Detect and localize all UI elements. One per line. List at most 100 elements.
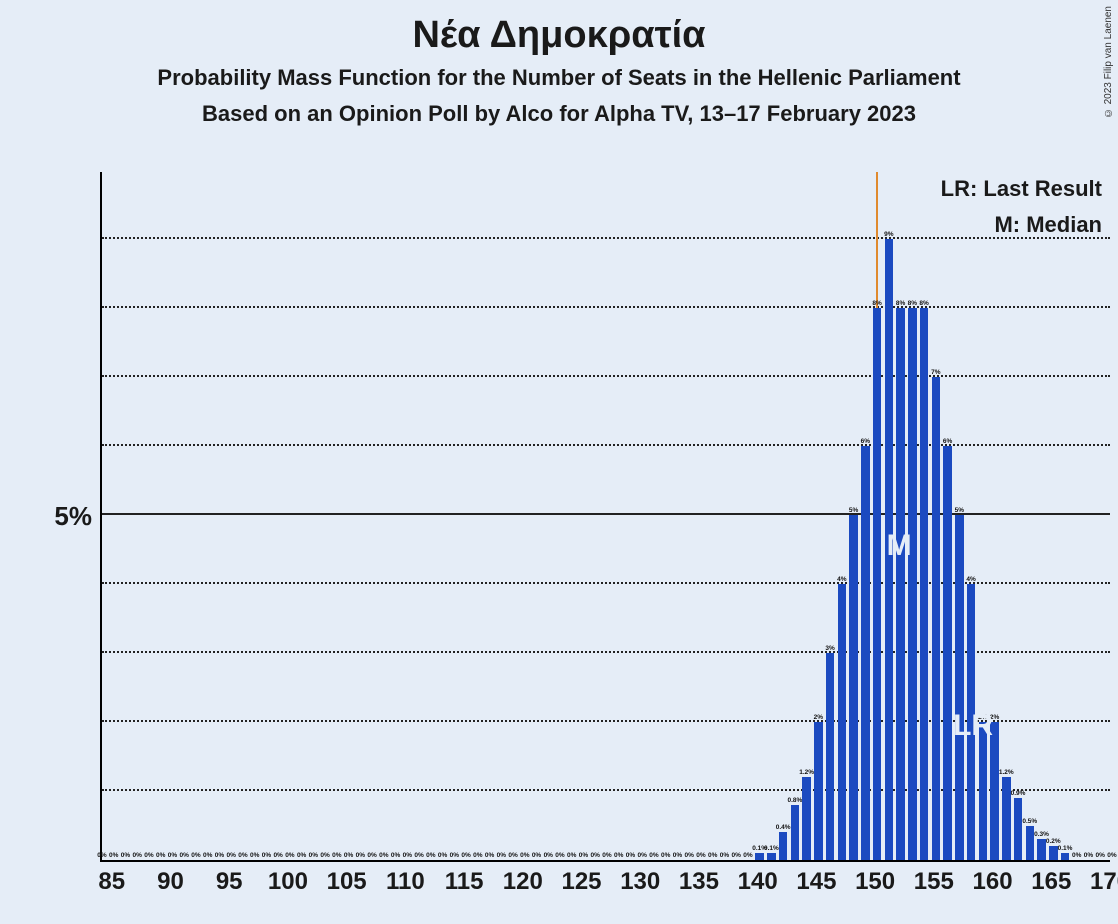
bar: 2% (814, 722, 822, 860)
bar: 0.1% (767, 853, 775, 860)
bar-value-label: 0% (708, 852, 717, 859)
bar-value-label: 0% (215, 852, 224, 859)
x-tick-label: 140 (738, 868, 778, 896)
bar-value-label: 2% (814, 714, 823, 721)
bar-value-label: 7% (931, 369, 940, 376)
bar-value-label: 0% (273, 852, 282, 859)
chart-source: Based on an Opinion Poll by Alco for Alp… (0, 101, 1118, 127)
bar: 3% (826, 653, 834, 860)
legend-last-result: LR: Last Result (941, 176, 1102, 202)
bar-value-label: 0% (426, 852, 435, 859)
bar-value-label: 0.5% (1022, 818, 1037, 825)
bar-value-label: 0% (673, 852, 682, 859)
bar-value-label: 0% (297, 852, 306, 859)
x-tick-label: 95 (216, 868, 243, 896)
bar-value-label: 0.1% (764, 845, 779, 852)
bar-value-label: 0% (367, 852, 376, 859)
chart-area: 5% LR: Last Result M: Median 0%0%0%0%0%0… (30, 172, 1110, 892)
bar-value-label: 0% (743, 852, 752, 859)
bar: 4% (838, 584, 846, 860)
bar-value-label: 0% (579, 852, 588, 859)
y-axis-label-5pct: 5% (30, 501, 92, 532)
bar-value-label: 3% (825, 645, 834, 652)
bar-value-label: 0% (497, 852, 506, 859)
bar-value-label: 0% (203, 852, 212, 859)
x-tick-label: 145 (796, 868, 836, 896)
bar-value-label: 0.4% (776, 824, 791, 831)
bar-value-label: 0% (109, 852, 118, 859)
bar-value-label: 8% (908, 300, 917, 307)
bar-value-label: 0% (179, 852, 188, 859)
bar-value-label: 0% (1072, 852, 1081, 859)
gridline (102, 306, 1110, 308)
x-tick-label: 165 (1031, 868, 1071, 896)
bar-value-label: 0% (649, 852, 658, 859)
bar-value-label: 0% (238, 852, 247, 859)
bar-value-label: 0% (638, 852, 647, 859)
bar: 0.1% (755, 853, 763, 860)
bar: 5% (849, 515, 857, 860)
bar-value-label: 0% (344, 852, 353, 859)
chart-title: Νέα Δημοκρατία (0, 14, 1118, 57)
bar-value-label: 6% (943, 438, 952, 445)
bar: 0.4% (779, 832, 787, 860)
bar-value-label: 0% (661, 852, 670, 859)
bar-value-label: 0% (403, 852, 412, 859)
x-tick-label: 90 (157, 868, 184, 896)
x-tick-label: 170 (1090, 868, 1118, 896)
bar-value-label: 0% (391, 852, 400, 859)
x-tick-label: 150 (855, 868, 895, 896)
legend-median: M: Median (994, 212, 1102, 238)
bar-value-label: 8% (896, 300, 905, 307)
bar-value-label: 0% (696, 852, 705, 859)
bar-value-label: 0% (485, 852, 494, 859)
bar-value-label: 0% (520, 852, 529, 859)
chart-subtitle: Probability Mass Function for the Number… (0, 65, 1118, 91)
bar-value-label: 0% (262, 852, 271, 859)
bar-value-label: 0% (450, 852, 459, 859)
plot-region: LR: Last Result M: Median 0%0%0%0%0%0%0%… (100, 172, 1110, 862)
bar-value-label: 4% (966, 576, 975, 583)
gridline (102, 375, 1110, 377)
bar-value-label: 0% (414, 852, 423, 859)
bar-value-label: 0% (285, 852, 294, 859)
bar-value-label: 1.2% (799, 769, 814, 776)
x-tick-label: 85 (98, 868, 125, 896)
bar-value-label: 0% (320, 852, 329, 859)
bar-value-label: 0% (567, 852, 576, 859)
bar-value-label: 0% (144, 852, 153, 859)
median-marker-text: M (887, 529, 912, 563)
bar-value-label: 0% (332, 852, 341, 859)
x-tick-label: 125 (561, 868, 601, 896)
bar-value-label: 0.1% (1058, 845, 1073, 852)
x-tick-label: 105 (327, 868, 367, 896)
bar-value-label: 0.8% (787, 797, 802, 804)
bar: 6% (943, 446, 951, 860)
bar-value-label: 0% (591, 852, 600, 859)
x-tick-label: 135 (679, 868, 719, 896)
x-tick-label: 160 (973, 868, 1013, 896)
bar: 0.3% (1037, 839, 1045, 860)
bar-value-label: 5% (955, 507, 964, 514)
bar-value-label: 0% (1096, 852, 1105, 859)
bar-value-label: 8% (872, 300, 881, 307)
bar-value-label: 0% (250, 852, 259, 859)
bar-value-label: 8% (919, 300, 928, 307)
bar-value-label: 0% (720, 852, 729, 859)
x-tick-label: 120 (503, 868, 543, 896)
bar: 8% (896, 308, 904, 860)
bar-value-label: 0% (1084, 852, 1093, 859)
bar: 0.9% (1014, 798, 1022, 860)
bar-value-label: 0% (133, 852, 142, 859)
bar: 6% (861, 446, 869, 860)
bar-value-label: 0% (532, 852, 541, 859)
x-tick-label: 155 (914, 868, 954, 896)
titles-block: Νέα Δημοκρατία Probability Mass Function… (0, 0, 1118, 127)
bar-value-label: 0% (438, 852, 447, 859)
bar-value-label: 0% (544, 852, 553, 859)
bar-value-label: 0% (461, 852, 470, 859)
bar-value-label: 0% (684, 852, 693, 859)
last-result-marker-text: LR (953, 709, 993, 743)
x-tick-label: 115 (445, 868, 484, 896)
x-axis-labels: 8590951001051101151201251301351401451501… (100, 868, 1110, 908)
